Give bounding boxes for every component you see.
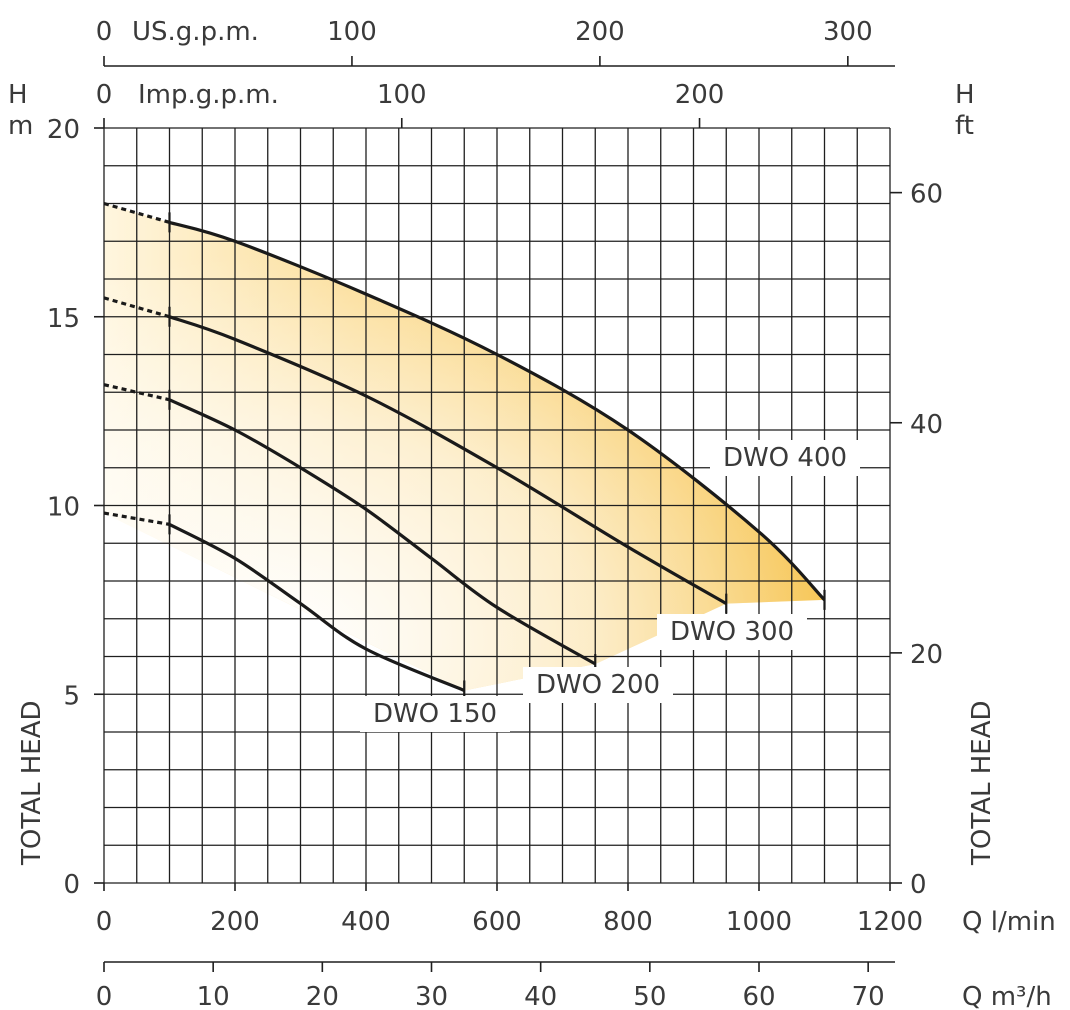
- series-label-bg: [657, 614, 807, 650]
- axes: [94, 56, 902, 972]
- series-label: DWO 400: [723, 443, 847, 473]
- y-right-tick-label: 0: [910, 870, 927, 900]
- top-axis-impgpm-label: Imp.g.p.m.: [138, 80, 279, 110]
- y-left-title: TOTAL HEAD: [17, 700, 47, 866]
- x-m3h-tick-label: 70: [852, 982, 885, 1010]
- top-usgpm-tick-label: 100: [327, 17, 377, 47]
- x-m3h-tick-label: 0: [96, 982, 113, 1010]
- curves: [103, 201, 826, 701]
- top-axis-usgpm-label: US.g.p.m.: [132, 17, 259, 47]
- curve-line-4: [169, 220, 826, 602]
- x-axis-lmin-label: Q l/min: [962, 907, 1056, 937]
- x-m3h-tick-label: 10: [197, 982, 230, 1010]
- top-usgpm-tick-label: 0: [96, 17, 113, 47]
- x-lmin-tick-label: 1000: [726, 907, 792, 937]
- x-m3h-tick-label: 40: [524, 982, 557, 1010]
- x-m3h-tick-label: 50: [633, 982, 666, 1010]
- series-label: DWO 300: [670, 617, 794, 647]
- y-left-tick-label: 5: [63, 681, 80, 711]
- x-lmin-tick-label: 600: [472, 907, 522, 937]
- x-m3h-tick-label: 30: [415, 982, 448, 1010]
- x-lmin-tick-label: 800: [603, 907, 653, 937]
- series-label-bg: [523, 667, 673, 703]
- y-right-tick-label: 20: [910, 640, 943, 670]
- curve-leadin-1: [103, 511, 170, 526]
- curve-line-2: [168, 398, 597, 666]
- series-label: DWO 150: [373, 699, 497, 729]
- x-lmin-tick-label: 200: [210, 907, 260, 937]
- curve-leadin-2: [103, 383, 170, 402]
- x-axis-m3h-label: Q m³/h: [962, 982, 1052, 1010]
- curve-line-3: [168, 315, 728, 605]
- curve-leadin-4: [103, 201, 170, 224]
- y-left-tick-label: 20: [47, 115, 80, 145]
- y-right-unit-h: H: [955, 80, 975, 110]
- series-label: DWO 200: [536, 670, 660, 700]
- y-right-title: TOTAL HEAD: [967, 700, 997, 866]
- y-right-tick-label: 40: [910, 410, 943, 440]
- x-m3h-tick-label: 20: [306, 982, 339, 1010]
- x-lmin-tick-label: 1200: [857, 907, 923, 937]
- x-lmin-tick-label: 400: [341, 907, 391, 937]
- y-left-unit-m: m: [8, 111, 33, 141]
- curve-leadin-3: [103, 296, 170, 319]
- y-right-tick-label: 60: [910, 180, 943, 210]
- grid: [103, 127, 891, 884]
- y-left-tick-label: 10: [47, 493, 80, 523]
- top-impgpm-tick-label: 0: [96, 80, 113, 110]
- series-label-bg: [360, 696, 510, 732]
- y-left-tick-label: 0: [63, 870, 80, 900]
- top-impgpm-tick-label: 100: [377, 80, 427, 110]
- y-right-unit-ft: ft: [955, 111, 974, 141]
- curve-line-1: [168, 522, 465, 692]
- top-impgpm-tick-label: 200: [675, 80, 725, 110]
- y-left-unit-h: H: [8, 80, 28, 110]
- series-label-bg: [710, 440, 860, 476]
- x-m3h-tick-label: 60: [742, 982, 775, 1010]
- top-usgpm-tick-label: 300: [823, 17, 873, 47]
- top-usgpm-tick-label: 200: [575, 17, 625, 47]
- x-lmin-tick-label: 0: [96, 907, 113, 937]
- y-left-tick-label: 15: [47, 304, 80, 334]
